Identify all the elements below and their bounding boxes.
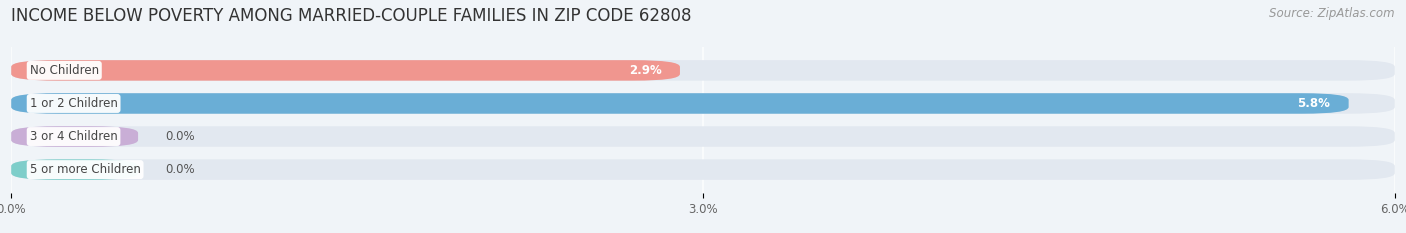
Text: 0.0%: 0.0% — [166, 163, 195, 176]
Text: Source: ZipAtlas.com: Source: ZipAtlas.com — [1270, 7, 1395, 20]
FancyBboxPatch shape — [11, 159, 138, 180]
FancyBboxPatch shape — [11, 159, 1395, 180]
FancyBboxPatch shape — [11, 126, 1395, 147]
Text: 5.8%: 5.8% — [1298, 97, 1330, 110]
FancyBboxPatch shape — [11, 93, 1348, 114]
Text: 3 or 4 Children: 3 or 4 Children — [30, 130, 118, 143]
Text: 1 or 2 Children: 1 or 2 Children — [30, 97, 118, 110]
FancyBboxPatch shape — [11, 60, 681, 81]
Text: 2.9%: 2.9% — [628, 64, 661, 77]
FancyBboxPatch shape — [11, 60, 1395, 81]
Text: 5 or more Children: 5 or more Children — [30, 163, 141, 176]
Text: INCOME BELOW POVERTY AMONG MARRIED-COUPLE FAMILIES IN ZIP CODE 62808: INCOME BELOW POVERTY AMONG MARRIED-COUPL… — [11, 7, 692, 25]
Text: No Children: No Children — [30, 64, 98, 77]
FancyBboxPatch shape — [11, 93, 1395, 114]
FancyBboxPatch shape — [11, 126, 138, 147]
Text: 0.0%: 0.0% — [166, 130, 195, 143]
